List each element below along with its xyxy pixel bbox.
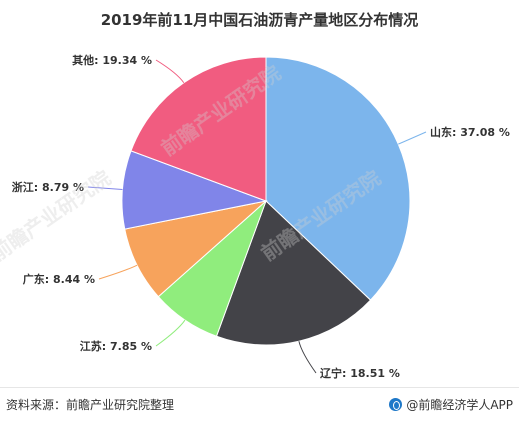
qianzhan-logo-icon — [389, 398, 403, 411]
data-label-浙江: 浙江: 8.79 % — [12, 180, 84, 194]
leader-line-山东 — [398, 131, 427, 145]
data-label-山东: 山东: 37.08 % — [430, 125, 510, 139]
chart-title: 2019年前11月中国石油沥青产量地区分布情况 — [100, 11, 419, 29]
leader-line-其他 — [155, 59, 185, 84]
brand-text: @前瞻经济学人APP — [406, 398, 513, 412]
data-label-其他: 其他: 19.34 % — [72, 53, 152, 67]
pie-chart: 山东: 37.08 % 辽宁: 18.51 % 江苏: 7.85 % 广东: 8.44… — [12, 53, 510, 380]
leader-line-江苏 — [155, 319, 186, 347]
data-label-辽宁: 辽宁: 18.51 % — [320, 366, 400, 380]
leader-line-浙江 — [87, 186, 123, 191]
source-note: 资料来源：前瞻产业研究院整理 — [6, 398, 175, 412]
brand-attribution: @前瞻经济学人APP — [389, 396, 513, 413]
data-label-江苏: 江苏: 7.85 % — [80, 339, 152, 353]
leader-line-辽宁 — [298, 341, 317, 374]
pie-slice-辽宁 — [215, 200, 372, 346]
data-label-广东: 广东: 8.44 % — [23, 272, 95, 286]
footer: 资料来源：前瞻产业研究院整理 @前瞻经济学人APP — [0, 387, 519, 422]
leader-line-广东 — [98, 264, 138, 280]
